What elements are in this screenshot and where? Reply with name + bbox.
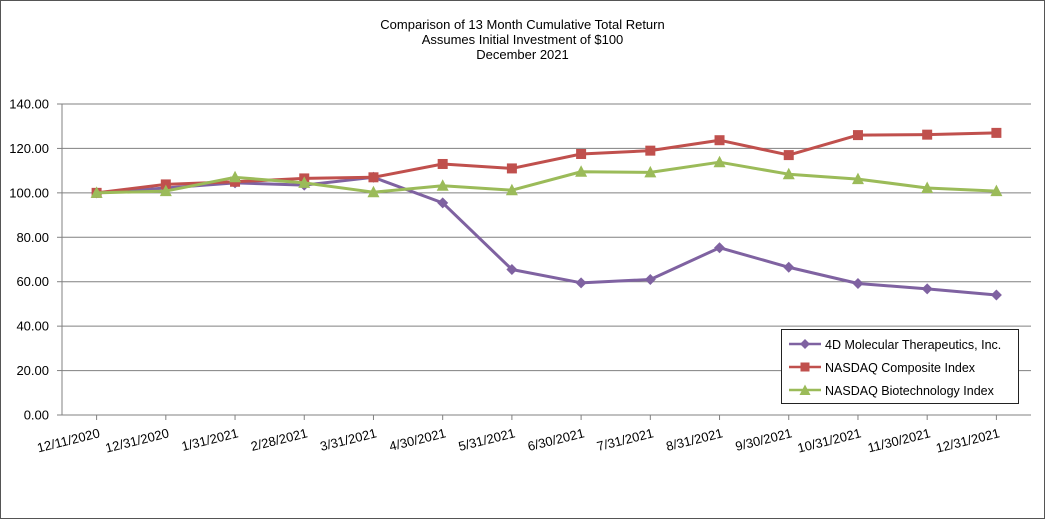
legend-item-nasdaq-composite: NASDAQ Composite Index bbox=[788, 358, 1016, 378]
legend-marker-triangle bbox=[789, 384, 821, 395]
x-tick-label: 12/11/2020 bbox=[35, 425, 101, 455]
data-point-square bbox=[714, 135, 725, 146]
y-tick-label: 120.00 bbox=[9, 141, 49, 156]
data-point-triangle bbox=[229, 170, 242, 183]
chart-subtitle-line-1: Assumes Initial Investment of $100 bbox=[421, 32, 624, 47]
data-point-triangle bbox=[921, 181, 934, 193]
y-tick-label: 140.00 bbox=[9, 97, 49, 112]
x-tick-label: 7/31/2021 bbox=[595, 425, 655, 454]
data-point-square bbox=[991, 127, 1002, 138]
data-point-triangle bbox=[159, 184, 172, 197]
data-point-triangle bbox=[505, 183, 518, 196]
data-point-triangle bbox=[713, 155, 726, 168]
y-tick-label: 0.00 bbox=[24, 408, 49, 423]
x-tick-label: 4/30/2021 bbox=[388, 425, 448, 454]
data-point-diamond bbox=[921, 283, 933, 295]
data-point-triangle bbox=[90, 186, 103, 198]
series-triangle bbox=[90, 155, 1003, 198]
data-point-diamond bbox=[783, 261, 795, 273]
data-point-square bbox=[437, 158, 448, 169]
data-point-diamond bbox=[437, 197, 449, 209]
y-tick-label: 100.00 bbox=[9, 185, 49, 200]
data-point-diamond bbox=[852, 277, 864, 289]
data-point-triangle bbox=[367, 185, 380, 198]
chart-subtitle-line-2: December 2021 bbox=[476, 47, 569, 62]
legend-item-nasdaq-biotech: NASDAQ Biotechnology Index bbox=[788, 381, 1016, 401]
chart-legend: 4D Molecular Therapeutics, Inc. NASDAQ C… bbox=[781, 329, 1019, 404]
x-tick-label: 8/31/2021 bbox=[665, 425, 725, 454]
y-tick-label: 80.00 bbox=[16, 230, 49, 245]
y-tick-labels: 0.00 20.00 40.00 60.00 80.00 100.00 120.00 140.… bbox=[9, 97, 49, 423]
data-point-square bbox=[922, 129, 933, 140]
x-tick-label: 9/30/2021 bbox=[734, 425, 794, 454]
x-tick-label: 11/30/2021 bbox=[866, 425, 932, 455]
data-point-square bbox=[783, 150, 794, 161]
chart-title: Comparison of 13 Month Cumulative Total … bbox=[380, 17, 665, 32]
legend-label-nasdaq-biotech: NASDAQ Biotechnology Index bbox=[825, 384, 994, 398]
data-point-triangle bbox=[644, 165, 657, 178]
series-lines bbox=[90, 127, 1003, 301]
legend-item-4d-molecular: 4D Molecular Therapeutics, Inc. bbox=[788, 335, 1016, 355]
series-line bbox=[96, 131, 997, 195]
data-point-triangle bbox=[575, 165, 588, 177]
x-tick-label: 6/30/2021 bbox=[526, 425, 586, 454]
data-point-triangle bbox=[436, 179, 449, 191]
data-point-square bbox=[645, 145, 656, 156]
data-point-diamond bbox=[990, 289, 1002, 301]
data-point-triangle bbox=[990, 184, 1003, 197]
data-point-diamond bbox=[575, 277, 587, 289]
data-point-triangle bbox=[851, 172, 864, 185]
axes bbox=[57, 103, 1031, 420]
data-point-triangle bbox=[782, 167, 795, 180]
x-tick-label: 10/31/2021 bbox=[796, 425, 863, 455]
data-point-diamond bbox=[644, 273, 656, 285]
x-tick-label: 12/31/2020 bbox=[104, 425, 171, 455]
data-point-square bbox=[368, 172, 379, 183]
data-point-square bbox=[852, 130, 863, 141]
x-tick-label: 5/31/2021 bbox=[457, 425, 517, 454]
y-tick-label: 60.00 bbox=[16, 274, 49, 289]
data-point-square bbox=[160, 179, 171, 190]
data-point-diamond bbox=[506, 263, 518, 275]
x-tick-label: 1/31/2021 bbox=[180, 425, 240, 454]
series-line bbox=[96, 175, 997, 297]
x-tick-label: 12/31/2021 bbox=[934, 425, 1001, 455]
data-point-triangle bbox=[298, 176, 311, 188]
x-tick-labels: 12/11/2020 12/31/2020 1/31/2021 2/28/2021 3/… bbox=[35, 425, 1001, 455]
data-point-diamond bbox=[714, 242, 726, 254]
x-tick-label: 3/31/2021 bbox=[318, 425, 378, 454]
data-point-square bbox=[576, 148, 587, 159]
legend-marker-diamond bbox=[789, 339, 821, 349]
y-tick-label: 20.00 bbox=[16, 363, 49, 378]
legend-marker-square bbox=[789, 362, 821, 372]
chart-title-block: Comparison of 13 Month Cumulative Total … bbox=[0, 17, 1045, 62]
x-tick-label: 2/28/2021 bbox=[249, 425, 309, 454]
series-line bbox=[96, 160, 997, 195]
y-tick-label: 40.00 bbox=[16, 319, 49, 334]
legend-label-4d-molecular: 4D Molecular Therapeutics, Inc. bbox=[825, 338, 1002, 352]
data-point-square bbox=[506, 163, 517, 174]
legend-label-nasdaq-composite: NASDAQ Composite Index bbox=[825, 361, 976, 375]
series-square bbox=[91, 127, 1002, 198]
